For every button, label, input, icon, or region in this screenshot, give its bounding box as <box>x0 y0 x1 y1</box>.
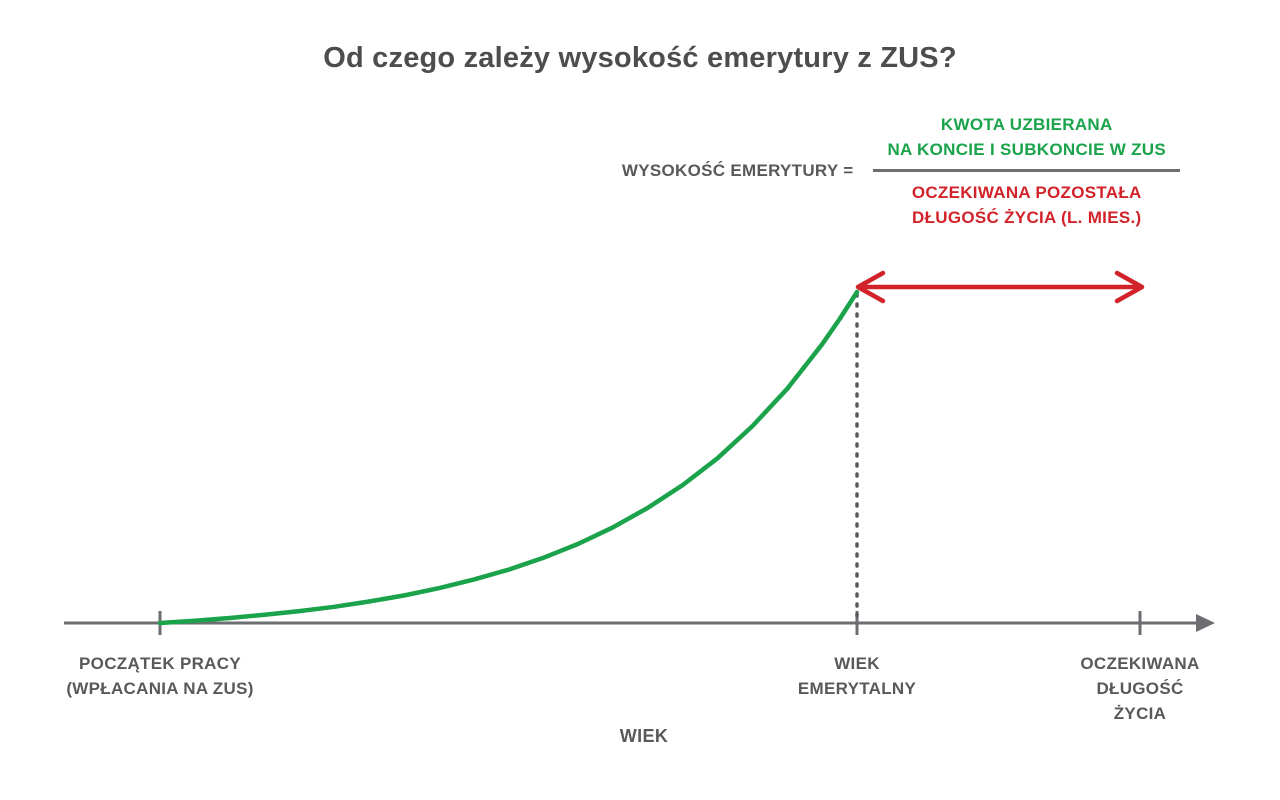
formula-denominator: OCZEKIWANA POZOSTAŁA DŁUGOŚĆ ŻYCIA (L. M… <box>898 180 1156 230</box>
denominator-line-2: DŁUGOŚĆ ŻYCIA (L. MIES.) <box>912 208 1142 227</box>
axis-label-retirement-age: WIEK EMERYTALNY <box>798 651 916 701</box>
axis-label-life-line-2: DŁUGOŚĆ <box>1096 679 1184 698</box>
accumulation-curve <box>157 289 860 626</box>
axis-label-life-expectancy: OCZEKIWANA DŁUGOŚĆ ŻYCIA <box>1080 651 1199 726</box>
axis-label-life-line-1: OCZEKIWANA <box>1080 654 1200 673</box>
formula-fraction: KWOTA UZBIERANA NA KONCIE I SUBKONCIE W … <box>873 112 1180 230</box>
denominator-line-1: OCZEKIWANA POZOSTAŁA <box>911 183 1142 202</box>
axis-label-retirement-line-1: WIEK <box>834 654 880 673</box>
axis-label-start-of-work: POCZĄTEK PRACY (WPŁACANIA NA ZUS) <box>66 651 253 701</box>
axis-label-life-line-3: ŻYCIA <box>1113 704 1167 723</box>
fraction-bar <box>873 169 1180 172</box>
page-title: Od czego zależy wysokość emerytury z ZUS… <box>323 42 957 74</box>
numerator-line-2: NA KONCIE I SUBKONCIE W ZUS <box>887 140 1166 159</box>
axis-label-retirement-line-2: EMERYTALNY <box>797 679 917 698</box>
remaining-life-arrow <box>855 270 1145 304</box>
formula-numerator: KWOTA UZBIERANA NA KONCIE I SUBKONCIE W … <box>873 112 1180 162</box>
formula-lhs: WYSOKOŚĆ EMERYTURY = <box>621 161 854 180</box>
pension-formula: WYSOKOŚĆ EMERYTURY = KWOTA UZBIERANA NA … <box>0 112 1180 230</box>
axis-label-start-line-2: (WPŁACANIA NA ZUS) <box>66 679 254 698</box>
numerator-line-1: KWOTA UZBIERANA <box>940 115 1113 134</box>
arrow-head-left <box>855 270 886 304</box>
axis-label-start-line-1: POCZĄTEK PRACY <box>79 654 241 673</box>
x-axis-arrowhead <box>1196 614 1215 632</box>
arrow-head-right <box>1114 270 1145 304</box>
x-axis-title: WIEK <box>619 726 669 746</box>
